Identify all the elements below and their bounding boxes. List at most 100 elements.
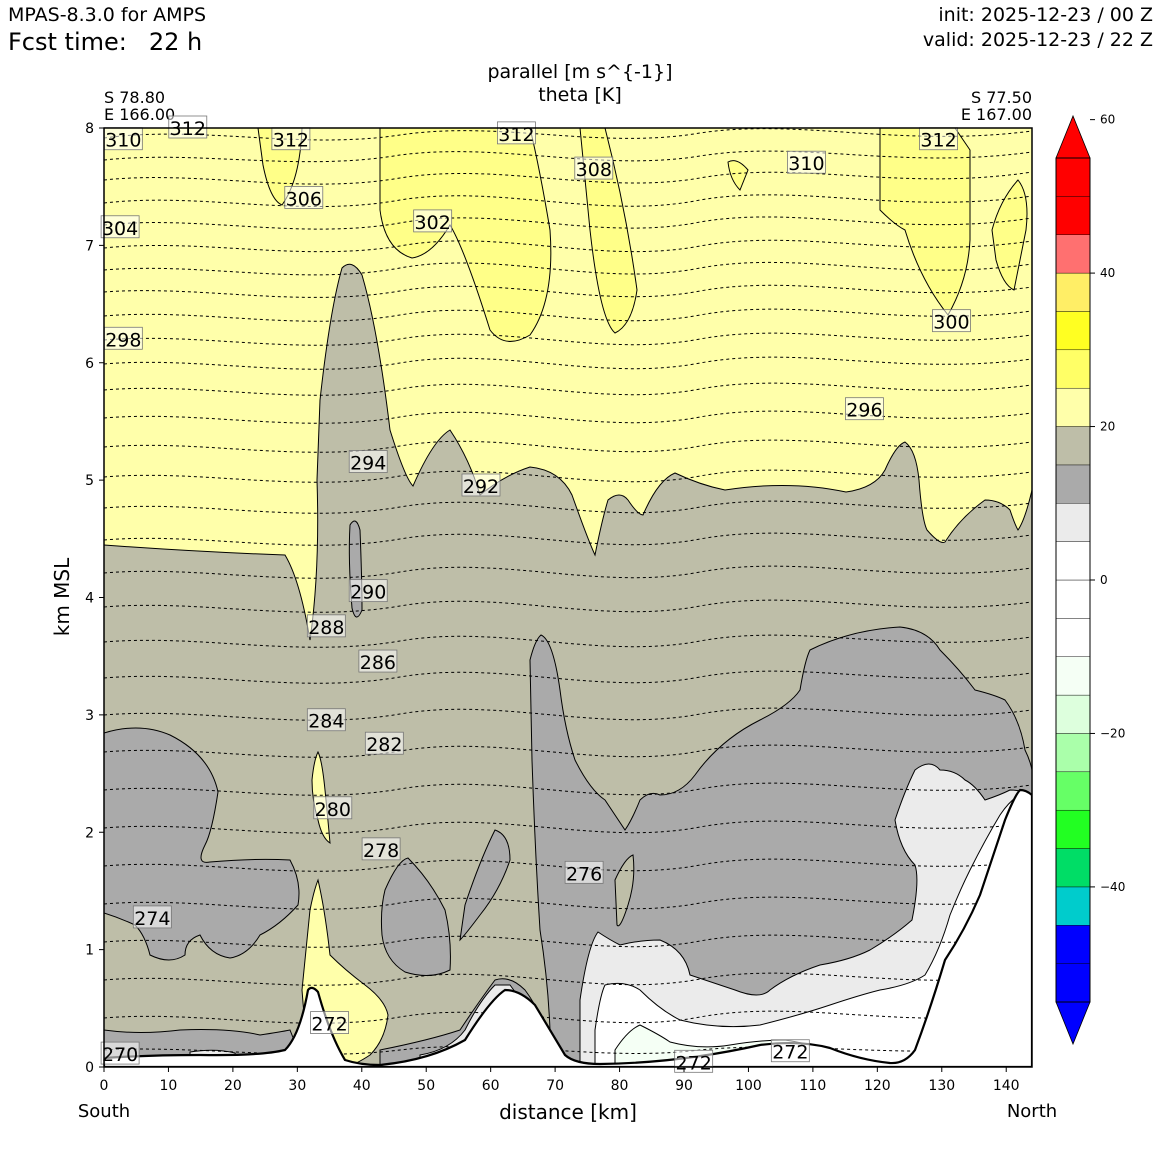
theta-contour-label: 296 bbox=[845, 397, 884, 422]
theta-isentrope-line bbox=[104, 171, 1032, 185]
y-tick-label: 0 bbox=[85, 1060, 94, 1076]
theta-isentrope-line bbox=[104, 934, 1032, 948]
theta-contour-label: 300 bbox=[932, 309, 971, 334]
colorbar-segment bbox=[1055, 618, 1091, 657]
theta-isentrope-line bbox=[104, 782, 1032, 796]
y-tick-label: 3 bbox=[85, 708, 94, 724]
theta-label-box bbox=[306, 614, 346, 638]
theta-isentrope-line bbox=[104, 439, 1032, 453]
y-axis: 0 1 2 3 4 5 6 7 8 bbox=[85, 121, 104, 1076]
theta-isentrope-line bbox=[104, 896, 1032, 910]
chart-title: parallel [m s^{-1}] theta [K] bbox=[487, 61, 672, 106]
theta-label-box bbox=[787, 150, 826, 174]
theta-label-box bbox=[770, 1039, 810, 1063]
x-axis: 0 10 20 30 40 50 60 70 80 90 100 110 120 130 140 bbox=[100, 1067, 1020, 1094]
theta-label-text: 282 bbox=[366, 734, 402, 756]
x-tick-label: 0 bbox=[100, 1078, 109, 1094]
theta-isentrope-line bbox=[104, 858, 1032, 872]
colorbar-segment bbox=[1055, 272, 1091, 312]
fill-28-30-band bbox=[727, 160, 749, 191]
theta-label-text: 270 bbox=[102, 1044, 138, 1066]
fill-28-30-band bbox=[991, 179, 1028, 291]
theta-label-text: 276 bbox=[566, 863, 602, 885]
theta-isentrope-line bbox=[104, 308, 1032, 322]
colorbar-segment bbox=[1055, 196, 1091, 235]
fill-5-10-band bbox=[594, 794, 1032, 1067]
theta-label-text: 310 bbox=[105, 130, 141, 152]
valid-time: valid: 2025-12-23 / 22 Z bbox=[922, 29, 1153, 51]
theta-contour-label: 308 bbox=[574, 156, 614, 181]
y-tick-label: 6 bbox=[85, 356, 94, 372]
end-latitude: S 77.50 bbox=[971, 88, 1032, 107]
theta-label-text: 304 bbox=[102, 218, 138, 240]
theta-label-box bbox=[348, 579, 388, 603]
y-tick-label: 4 bbox=[85, 591, 94, 607]
theta-contour-label: 312 bbox=[168, 115, 208, 140]
colorbar-tick-label: −20 bbox=[1100, 726, 1125, 740]
colorbar-tick-label: 60 bbox=[1100, 113, 1115, 127]
theta-contour-label: 290 bbox=[348, 579, 388, 604]
fill-15-20-band bbox=[380, 857, 451, 976]
theta-label-text: 286 bbox=[360, 652, 396, 674]
theta-label-box bbox=[310, 1011, 349, 1034]
theta-label-box bbox=[132, 905, 172, 929]
colorbar-tick-label: 0 bbox=[1100, 573, 1108, 587]
x-tick-label: 30 bbox=[288, 1078, 306, 1094]
theta-contour-label: 288 bbox=[306, 614, 346, 639]
theta-label-text: 312 bbox=[170, 118, 206, 140]
theta-isentrope-line bbox=[104, 744, 1032, 758]
model-title: MPAS-8.3.0 for AMPS bbox=[8, 4, 207, 26]
theta-label-text: 288 bbox=[308, 617, 344, 639]
theta-contour-label: 284 bbox=[306, 708, 346, 733]
colorbar-segment bbox=[1055, 157, 1091, 197]
theta-label-text: 272 bbox=[311, 1014, 347, 1036]
theta-label-box bbox=[100, 215, 140, 239]
x-tick-label: 90 bbox=[675, 1078, 693, 1094]
theta-label-box bbox=[358, 649, 398, 673]
theta-label-text: 292 bbox=[463, 476, 499, 498]
theta-label-box bbox=[364, 731, 404, 755]
theta-label-box bbox=[284, 186, 324, 209]
theta-contour-label: 310 bbox=[103, 127, 143, 152]
theta-contour-label: 310 bbox=[787, 150, 826, 175]
theta-label-text: 308 bbox=[576, 159, 612, 181]
theta-isentrope-line bbox=[104, 599, 1032, 613]
plot-area bbox=[104, 128, 1032, 1067]
theta-label-box bbox=[361, 837, 401, 861]
x-tick-label: 140 bbox=[993, 1078, 1020, 1094]
theta-contour-label: 312 bbox=[919, 127, 958, 152]
theta-label-text: 312 bbox=[498, 124, 534, 146]
section-endpoint-end: S 77.50 E 167.00 bbox=[961, 88, 1032, 124]
theta-contour-label: 312 bbox=[497, 121, 536, 146]
x-tick-label: 120 bbox=[864, 1078, 891, 1094]
theta-isentrope-line bbox=[104, 128, 1032, 141]
theta-contour-label: 302 bbox=[413, 209, 453, 234]
theta-isentrope-line bbox=[104, 150, 1032, 163]
x-tick-label: 110 bbox=[800, 1078, 827, 1094]
colorbar-segment bbox=[1055, 809, 1091, 849]
theta-isentrope-line bbox=[104, 707, 1032, 721]
theta-contour-label: 306 bbox=[284, 186, 324, 210]
theta-isentrope-line bbox=[104, 261, 1032, 276]
colorbar-tick-label: 40 bbox=[1100, 266, 1115, 280]
terrain-mask bbox=[104, 788, 1032, 1067]
theta-label-box bbox=[413, 209, 453, 233]
colorbar-segment bbox=[1055, 503, 1091, 542]
north-label: North bbox=[1007, 1101, 1057, 1122]
colorbar-segment bbox=[1055, 234, 1091, 274]
theta-label-box bbox=[932, 309, 971, 333]
theta-label-box bbox=[306, 708, 346, 732]
theta-label-text: 272 bbox=[676, 1052, 712, 1074]
theta-label-text: 274 bbox=[134, 908, 170, 930]
theta-isentrope-line bbox=[104, 565, 1032, 579]
title-line-parallel: parallel [m s^{-1}] bbox=[487, 61, 672, 83]
theta-isentrope-line bbox=[104, 356, 1032, 370]
theta-label-text: 296 bbox=[846, 400, 882, 422]
theta-isentrope-line bbox=[104, 332, 1032, 346]
colorbar-tick-label: 20 bbox=[1100, 420, 1115, 434]
theta-label-box bbox=[574, 156, 614, 180]
theta-contour-label: 272 bbox=[770, 1039, 810, 1064]
theta-isentrope-line bbox=[104, 820, 1032, 834]
theta-isentropes bbox=[104, 128, 1032, 1055]
start-latitude: S 78.80 bbox=[104, 88, 165, 107]
